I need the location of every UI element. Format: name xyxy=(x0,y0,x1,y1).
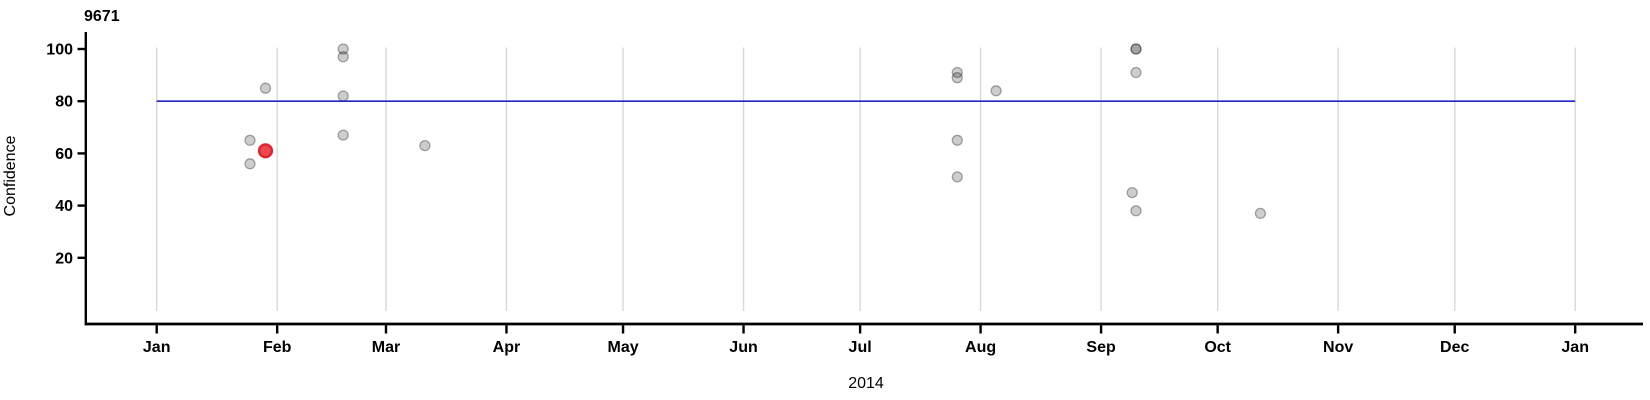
data-point[interactable] xyxy=(337,43,349,55)
data-point[interactable] xyxy=(1130,205,1142,217)
data-point[interactable] xyxy=(990,85,1002,97)
x-tick-label: Mar xyxy=(372,339,400,356)
data-point[interactable] xyxy=(951,66,963,79)
data-point[interactable] xyxy=(1130,43,1142,55)
data-point[interactable] xyxy=(337,90,349,102)
data-point[interactable] xyxy=(244,158,256,170)
x-tick-label: May xyxy=(607,339,638,356)
x-tick-label: Aug xyxy=(965,339,996,356)
data-point[interactable] xyxy=(337,51,349,63)
axis-tick-labels: Jan Feb Mar Apr May Jun Jul Aug Sep Oct Nov Dec Jan 2… xyxy=(46,42,1589,357)
x-tick-label: Nov xyxy=(1323,339,1353,356)
x-axis-year-label: 2014 xyxy=(848,375,884,392)
data-point[interactable] xyxy=(951,134,963,146)
data-point[interactable] xyxy=(337,129,349,141)
x-tick-label: Feb xyxy=(263,339,292,356)
x-tick-label: Dec xyxy=(1440,339,1469,356)
y-tick-label: 40 xyxy=(55,198,73,215)
axes xyxy=(77,32,1643,334)
chart-title: 9671 xyxy=(84,8,120,25)
y-tick-label: 60 xyxy=(55,146,73,163)
y-tick-label: 100 xyxy=(46,42,73,59)
y-tick-label: 20 xyxy=(55,250,73,267)
x-tick-label: Jul xyxy=(849,339,872,356)
data-point[interactable] xyxy=(244,134,256,146)
data-points xyxy=(244,43,1267,220)
data-point[interactable] xyxy=(419,139,431,152)
y-tick-label: 80 xyxy=(55,94,73,111)
x-tick-label: Jan xyxy=(143,339,171,356)
month-gridlines xyxy=(155,47,1576,311)
x-tick-label: Oct xyxy=(1204,339,1231,356)
data-point[interactable] xyxy=(951,171,963,183)
data-point[interactable] xyxy=(1126,186,1138,199)
x-tick-label: Sep xyxy=(1086,339,1116,356)
x-tick-label: Jun xyxy=(729,339,757,356)
y-axis-title: Confidence xyxy=(2,135,19,216)
data-point[interactable] xyxy=(1254,207,1267,220)
highlighted-data-point[interactable] xyxy=(257,143,274,159)
data-point[interactable] xyxy=(951,72,963,84)
data-point[interactable] xyxy=(1130,43,1142,55)
data-point[interactable] xyxy=(259,82,272,94)
data-point[interactable] xyxy=(1130,66,1142,79)
x-tick-label: Jan xyxy=(1561,339,1589,356)
x-tick-label: Apr xyxy=(493,339,521,356)
